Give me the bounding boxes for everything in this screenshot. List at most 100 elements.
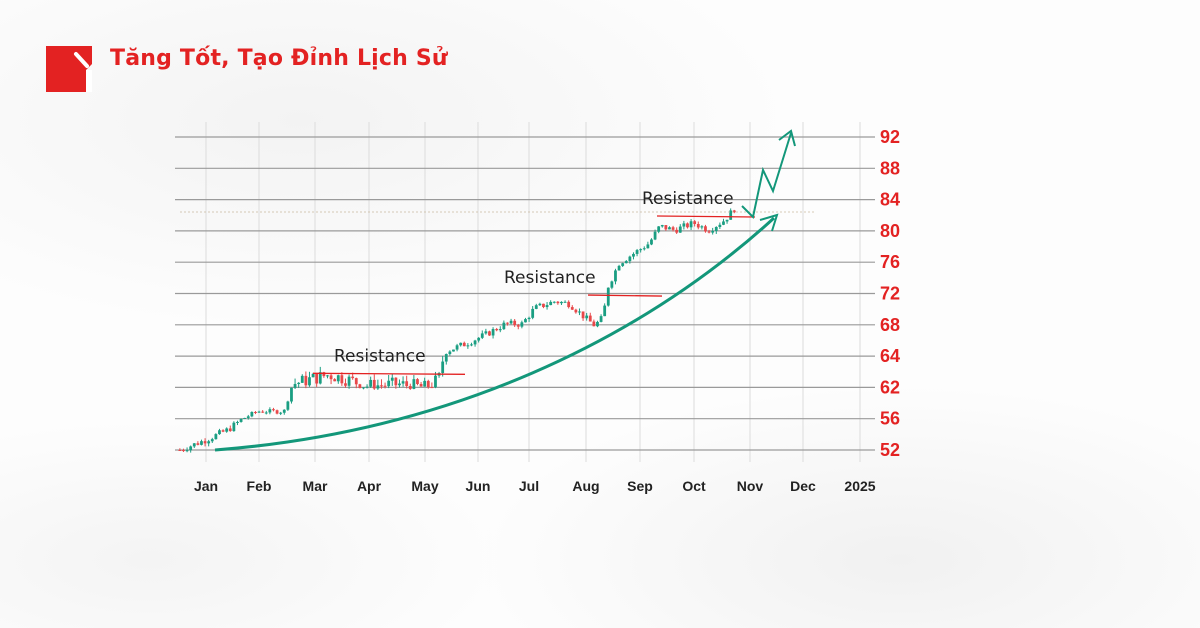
resistance-label: Resistance (334, 346, 426, 366)
candle-body (524, 319, 527, 323)
candle-body (459, 342, 463, 346)
candle-body (513, 320, 517, 326)
candle-body (621, 263, 625, 266)
candle-body (210, 439, 214, 442)
x-tick-label: Aug (572, 478, 599, 494)
candle-body (484, 331, 488, 334)
candle-body (419, 384, 423, 387)
candle-body (470, 344, 473, 346)
candle-body (502, 322, 506, 330)
candle-body (520, 322, 524, 327)
candle-body (441, 361, 445, 374)
candle-body (412, 379, 416, 389)
candle-body (549, 301, 553, 306)
candle-body (642, 248, 646, 250)
candle-body (297, 382, 301, 385)
candle-body (696, 224, 700, 228)
candle-body (664, 225, 668, 230)
candle-body (264, 412, 268, 414)
brand-logo-icon (46, 46, 92, 92)
candle-body (581, 311, 585, 319)
candle-body (268, 409, 272, 413)
candle-body (279, 412, 283, 414)
candle-body (333, 379, 337, 382)
candle-body (570, 307, 574, 310)
candle-body (207, 441, 211, 444)
y-tick-label: 68 (880, 315, 900, 335)
candle-body (261, 411, 265, 413)
candle-body (347, 376, 351, 386)
candle-body (610, 281, 614, 288)
candle-body (236, 421, 239, 423)
candle-body (426, 380, 430, 388)
x-tick-label: Jul (519, 478, 539, 494)
candle-body (700, 226, 704, 228)
candle-body (718, 224, 722, 227)
resistance-label: Resistance (642, 189, 734, 209)
x-tick-label: Jun (466, 478, 491, 494)
candle-body (707, 231, 711, 233)
x-tick-label: Oct (682, 478, 706, 494)
candle-body (671, 227, 675, 230)
candle-body (221, 430, 225, 432)
candle-body (678, 226, 682, 233)
candle-body (574, 309, 578, 313)
candle-body (185, 450, 189, 452)
candle-body (653, 231, 657, 240)
candle-body (189, 446, 193, 451)
candle-body (225, 428, 229, 432)
candle-body (243, 417, 247, 419)
candle-body (545, 305, 549, 308)
y-tick-label: 72 (880, 284, 900, 304)
candle-body (390, 377, 394, 381)
candle-body (430, 387, 434, 389)
candle-body (527, 317, 531, 320)
candle-body (693, 221, 697, 225)
candle-body (351, 376, 355, 379)
candle-body (405, 381, 409, 386)
candle-body (257, 411, 261, 413)
candle-body (300, 375, 304, 383)
candle-body (491, 329, 495, 336)
candle-body (318, 372, 322, 384)
candle-body (336, 375, 340, 382)
candle-body (200, 441, 203, 445)
candle-body (689, 221, 693, 228)
candle-body (506, 322, 509, 324)
candle-body (182, 450, 185, 452)
candle-body (646, 244, 650, 249)
candle-body (722, 221, 725, 225)
candle-body (434, 375, 437, 388)
candle-body (452, 349, 455, 352)
candle-body (538, 303, 542, 306)
candle-body (632, 253, 635, 257)
candle-body (599, 316, 603, 322)
x-tick-label: May (411, 478, 438, 494)
y-tick-label: 56 (880, 409, 900, 429)
candle-body (365, 386, 369, 388)
candle-body (711, 230, 715, 233)
candle-body (635, 250, 639, 254)
candle-body (358, 384, 362, 389)
candle-body (369, 379, 373, 387)
candle-body (344, 383, 347, 386)
x-tick-label: Jan (194, 478, 218, 494)
candle-body (286, 401, 290, 410)
candle-body (329, 375, 333, 380)
projection-arrow-head-icon (778, 129, 796, 147)
x-tick-label: Mar (303, 478, 328, 494)
candle-body (682, 223, 686, 227)
y-tick-label: 80 (880, 221, 900, 241)
candle-body (394, 377, 398, 386)
x-tick-label: 2025 (844, 478, 875, 494)
resistance-line (656, 215, 756, 218)
resistance-line (587, 294, 663, 297)
candle-body (488, 331, 491, 336)
candle-body (473, 340, 477, 345)
candle-body (498, 329, 502, 331)
candle-body (657, 226, 661, 232)
candle-body (282, 409, 286, 413)
candle-body (455, 345, 459, 350)
candle-body (228, 428, 232, 432)
